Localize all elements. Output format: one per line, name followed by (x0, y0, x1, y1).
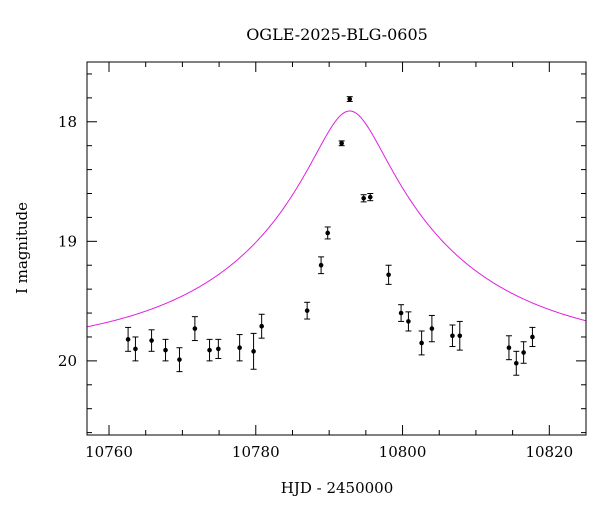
data-point (259, 323, 264, 329)
data-point (521, 350, 526, 355)
data-point (386, 272, 391, 278)
x-tick-label: 10780 (232, 443, 280, 461)
data-point (163, 347, 168, 353)
data-point (149, 338, 154, 343)
y-tick-label: 20 (58, 352, 77, 370)
data-point (207, 347, 212, 353)
data-point (361, 195, 366, 201)
y-tick-label: 18 (58, 113, 77, 131)
data-points-layer (125, 96, 536, 376)
data-point (125, 337, 131, 342)
model-curve-layer (86, 110, 587, 328)
chart-title: OGLE-2025-BLG-0605 (246, 25, 428, 44)
data-point (513, 360, 519, 366)
data-point (251, 349, 256, 354)
data-point (457, 333, 463, 339)
x-axis-label: HJD - 2450000 (281, 479, 394, 497)
data-point (192, 326, 198, 331)
data-point (347, 96, 353, 102)
data-point (216, 346, 221, 352)
data-point (304, 308, 310, 313)
y-tick-label: 19 (58, 232, 77, 250)
data-point (339, 140, 344, 146)
x-tick-label: 10760 (85, 443, 133, 461)
data-point (133, 346, 138, 352)
data-point (506, 345, 512, 351)
data-point (429, 326, 435, 331)
axis-ticks-layer: 10760 10780 10800 10820 18 19 20 (58, 62, 587, 461)
data-point (367, 194, 373, 200)
data-point (406, 319, 411, 324)
data-point (450, 333, 455, 339)
data-point (419, 340, 424, 346)
data-point (177, 357, 182, 362)
x-tick-label: 10800 (379, 443, 427, 461)
y-axis-label: I magnitude (13, 202, 31, 294)
x-tick-label: 10820 (525, 443, 573, 461)
model-curve (86, 110, 587, 328)
data-point (398, 310, 404, 316)
data-point (237, 345, 242, 351)
data-point (325, 230, 330, 236)
data-point (530, 334, 535, 340)
plot-frame (86, 61, 587, 436)
data-point (318, 262, 324, 268)
